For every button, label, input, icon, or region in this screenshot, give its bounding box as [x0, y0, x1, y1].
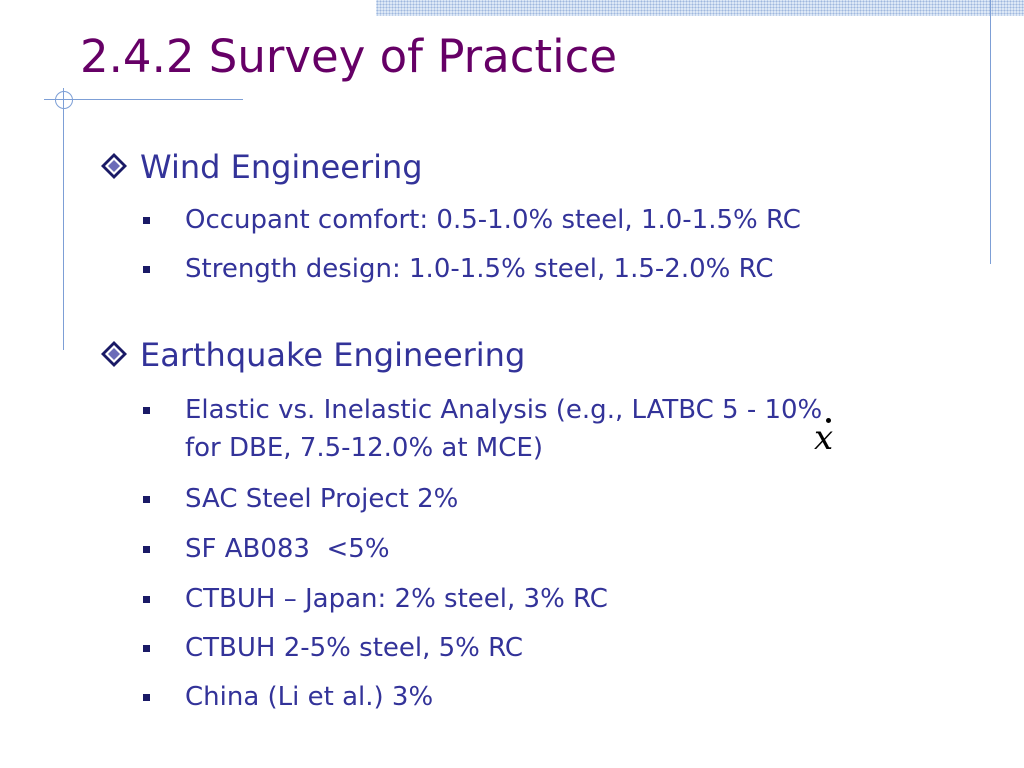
square-bullet-icon: [143, 266, 150, 273]
decorative-circle: [55, 91, 73, 109]
list-item: Occupant comfort: 0.5-1.0% steel, 1.0-1.…: [143, 201, 943, 239]
square-bullet-icon: [143, 645, 150, 652]
list-item: SF AB083 <5%: [143, 530, 943, 568]
section-heading-wind: Wind Engineering: [100, 148, 423, 186]
left-vertical-rule: [63, 88, 64, 350]
list-item: China (Li et al.) 3%: [143, 678, 943, 716]
list-item: Elastic vs. Inelastic Analysis (e.g., LA…: [143, 391, 943, 467]
list-item: Strength design: 1.0-1.5% steel, 1.5-2.0…: [143, 250, 943, 288]
title-underline-rule: [44, 99, 243, 100]
diamond-bullet-icon: [101, 153, 127, 179]
header-dotted-band: [376, 0, 1024, 16]
section-heading-earthquake: Earthquake Engineering: [100, 336, 525, 374]
slide-title: 2.4.2 Survey of Practice: [80, 30, 618, 83]
square-bullet-icon: [143, 217, 150, 224]
diamond-bullet-icon: [101, 341, 127, 367]
section-heading-label: Earthquake Engineering: [140, 336, 526, 374]
right-vertical-rule: [990, 0, 991, 264]
list-item: SAC Steel Project 2%: [143, 480, 943, 518]
square-bullet-icon: [143, 407, 150, 414]
x-dot-math-symbol: x: [814, 418, 834, 458]
dot-accent: [826, 418, 831, 423]
square-bullet-icon: [143, 496, 150, 503]
square-bullet-icon: [143, 694, 150, 701]
list-item: CTBUH – Japan: 2% steel, 3% RC: [143, 580, 943, 618]
square-bullet-icon: [143, 596, 150, 603]
list-item: CTBUH 2-5% steel, 5% RC: [143, 629, 943, 667]
square-bullet-icon: [143, 546, 150, 553]
section-heading-label: Wind Engineering: [140, 148, 423, 186]
